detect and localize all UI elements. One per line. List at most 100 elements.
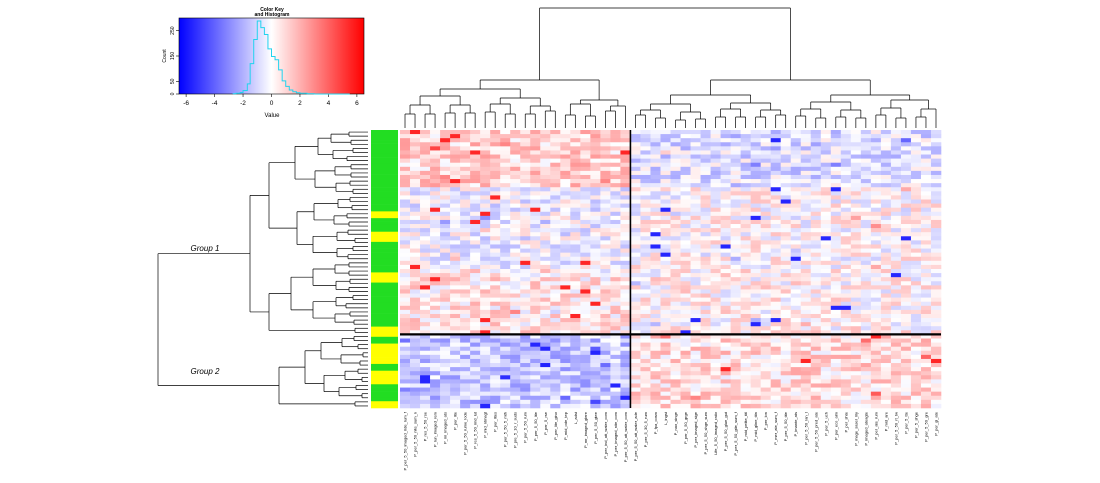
heatmap-cell: [870, 297, 882, 303]
heatmap-cell: [880, 215, 892, 221]
heatmap-cell: [770, 326, 782, 331]
heatmap-cell: [500, 142, 511, 147]
heatmap-cell: [610, 379, 621, 384]
heatmap-cell: [420, 264, 431, 270]
heatmap-cell: [630, 207, 641, 213]
heatmap-cell: [710, 358, 721, 364]
heatmap-cell: [460, 309, 471, 315]
heatmap-cell: [530, 207, 541, 213]
heatmap-cell: [630, 326, 641, 331]
heatmap-cell: [810, 232, 822, 237]
heatmap-cell: [480, 342, 491, 347]
heatmap-cell: [880, 256, 892, 262]
heatmap-cell: [820, 338, 832, 343]
heatmap-cell: [590, 244, 601, 249]
heatmap-cell: [780, 264, 792, 270]
heatmap-cell: [540, 187, 551, 192]
heatmap-cell: [540, 326, 551, 331]
heatmap-cell: [640, 363, 651, 368]
heatmap-cell: [870, 174, 882, 180]
heatmap-cell: [590, 346, 601, 352]
heatmap-cell: [720, 313, 731, 319]
heatmap-cell: [540, 367, 551, 372]
heatmap-cell: [800, 150, 812, 155]
heatmap-cell: [660, 371, 671, 376]
heatmap-cell: [640, 264, 651, 270]
heatmap-cell: [620, 244, 631, 249]
heatmap-cell: [450, 363, 461, 368]
heatmap-cell: [850, 322, 862, 327]
heatmap-cell: [520, 399, 531, 405]
heatmap-cell: [900, 211, 912, 217]
heatmap-cell: [430, 158, 441, 164]
heatmap-cell: [580, 170, 591, 176]
heatmap-cell: [440, 403, 451, 409]
heatmap-cell: [620, 383, 631, 388]
heatmap-cell: [610, 354, 621, 360]
heatmap-cell: [480, 150, 491, 155]
heatmap-cell: [790, 142, 802, 147]
heatmap-cell: [530, 224, 541, 229]
heatmap-cell: [500, 342, 511, 347]
heatmap-cell: [770, 232, 782, 237]
heatmap-cell: [690, 342, 701, 347]
heatmap-cell: [620, 211, 631, 217]
heatmap-cell: [580, 134, 591, 139]
heatmap-cell: [430, 146, 441, 151]
heatmap-cell: [780, 244, 792, 249]
heatmap-cell: [490, 387, 501, 392]
heatmap-cell: [530, 146, 541, 151]
heatmap-cell: [890, 134, 902, 139]
heatmap-cell: [820, 236, 832, 241]
heatmap-cell: [640, 174, 651, 180]
heatmap-cell: [630, 330, 641, 335]
heatmap-cell: [800, 313, 812, 319]
heatmap-cell: [830, 326, 842, 331]
heatmap-cell: [810, 342, 822, 347]
heatmap-cell: [410, 387, 421, 392]
heatmap-cell: [660, 395, 671, 401]
heatmap-cell: [860, 211, 872, 217]
heatmap-cell: [450, 203, 461, 208]
heatmap-cell: [630, 138, 641, 143]
heatmap-cell: [610, 346, 621, 352]
heatmap-cell: [840, 273, 852, 278]
heatmap-cell: [800, 269, 812, 274]
heatmap-cell: [410, 403, 421, 409]
heatmap-cell: [440, 391, 451, 397]
heatmap-cell: [740, 142, 751, 147]
heatmap-cell: [670, 318, 681, 323]
heatmap-cell: [580, 273, 591, 278]
heatmap-cell: [730, 224, 741, 229]
heatmap-cell: [840, 260, 852, 266]
heatmap-cell: [510, 150, 521, 155]
heatmap-cell: [770, 211, 782, 217]
heatmap-cell: [420, 305, 431, 311]
heatmap-cell: [500, 375, 511, 380]
heatmap-cell: [910, 166, 922, 172]
heatmap-cell: [720, 375, 731, 380]
heatmap-cell: [900, 248, 912, 253]
heatmap-cell: [590, 174, 601, 180]
heatmap-cell: [850, 158, 862, 164]
heatmap-cell: [890, 256, 902, 262]
heatmap-cell: [630, 342, 641, 347]
heatmap-cell: [770, 264, 782, 270]
heatmap-cell: [520, 130, 531, 135]
heatmap-cell: [420, 195, 431, 200]
heatmap-cell: [790, 281, 802, 286]
heatmap-cell: [580, 166, 591, 172]
heatmap-cell: [430, 236, 441, 241]
heatmap-cell: [590, 387, 601, 392]
heatmap-cell: [580, 240, 591, 245]
heatmap-cell: [620, 338, 631, 343]
heatmap-cell: [700, 195, 711, 200]
heatmap-cell: [810, 363, 822, 368]
row-annotation-cell: [371, 333, 398, 338]
heatmap-cell: [620, 232, 631, 237]
heatmap-cell: [480, 195, 491, 200]
heatmap-cell: [480, 134, 491, 139]
heatmap-cell: [920, 391, 932, 397]
heatmap-cell: [890, 236, 902, 241]
heatmap-cell: [550, 228, 561, 233]
